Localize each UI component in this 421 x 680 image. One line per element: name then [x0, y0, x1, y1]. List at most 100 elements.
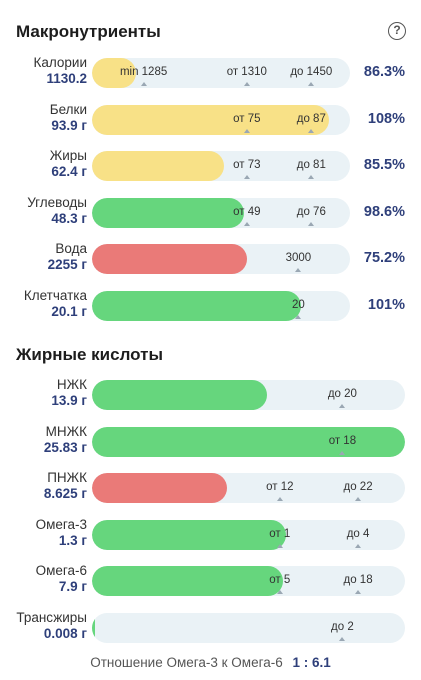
range-marker-triangle-icon	[339, 636, 346, 641]
range-marker-label: до 20	[327, 388, 357, 400]
nutrient-row[interactable]: НЖК 13.9 г до 20	[0, 377, 421, 417]
nutrient-label: ПНЖК 8.625 г	[0, 470, 87, 502]
percent-of-norm: 86.3%	[363, 64, 405, 80]
nutrient-value: 7.9 г	[58, 579, 87, 594]
nutrient-label: Омега-3 1.3 г	[0, 517, 87, 549]
nutrient-label: Калории 1130.2	[0, 55, 88, 87]
omega-ratio: Отношение Омега-3 к Омега-6 1 : 6.1	[0, 655, 421, 670]
progress-fill	[92, 244, 247, 274]
omega-ratio-value: 1 : 6.1	[292, 655, 331, 670]
range-marker-label: от 49	[233, 205, 261, 218]
nutrient-label: Трансжиры 0.008 г	[0, 610, 87, 642]
progress-fill	[92, 197, 245, 228]
progress-track: от 75 до 87	[92, 104, 350, 135]
nutrient-value: 20.1 г	[51, 303, 87, 319]
nutrient-name: Омега-3	[35, 516, 87, 532]
progress-track: min 1285 от 1310 до 1450	[92, 58, 350, 88]
progress-track: от 18	[92, 426, 405, 457]
percent-of-norm: 75.2%	[363, 250, 405, 266]
range-marker-label: от 1	[269, 527, 291, 540]
range-marker-triangle-icon	[339, 404, 346, 408]
nutrient-row[interactable]: Омега-6 7.9 г от 5 до 18	[0, 563, 421, 603]
range-marker-triangle-icon	[355, 543, 362, 548]
progress-track: от 73 до 81	[92, 151, 350, 181]
progress-track: от 49 до 76	[92, 197, 350, 228]
progress-fill	[92, 473, 227, 503]
nutrient-row[interactable]: Углеводы 48.3 г от 49 до 76 98.6%	[0, 195, 421, 235]
range-marker-triangle-icon	[276, 543, 283, 548]
nutrient-name: Жиры	[49, 148, 87, 163]
omega-ratio-label: Отношение Омега-3 к Омега-6	[90, 655, 283, 670]
nutrient-row[interactable]: Жиры 62.4 г от 73 до 81 85.5%	[0, 148, 421, 188]
nutrient-label: Омега-6 7.9 г	[0, 563, 87, 595]
nutrient-value: 93.9 г	[51, 117, 87, 133]
percent-of-norm: 98.6%	[363, 203, 405, 220]
range-marker-triangle-icon	[243, 175, 250, 179]
nutrient-label: Вода 2255 г	[0, 241, 87, 273]
range-marker-label: до 18	[343, 574, 373, 586]
progress-fill	[92, 290, 301, 321]
nutrient-value: 1130.2	[46, 71, 87, 86]
progress-fill	[92, 612, 95, 643]
progress-track: 20	[92, 290, 350, 321]
range-marker-label: от 75	[233, 112, 261, 125]
range-marker-label: до 22	[343, 481, 373, 493]
range-marker-triangle-icon	[308, 221, 315, 226]
nutrient-name: МНЖК	[45, 423, 87, 439]
nutrient-label: Жиры 62.4 г	[0, 148, 87, 180]
nutrient-label: МНЖК 25.83 г	[0, 424, 87, 456]
nutrient-row[interactable]: Омега-3 1.3 г от 1 до 4	[0, 517, 421, 557]
nutrient-name: Вода	[55, 241, 87, 256]
nutrient-row[interactable]: Калории 1130.2 min 1285 от 1310 до 1450 86.3%	[0, 55, 421, 95]
nutrient-name: Белки	[49, 101, 87, 117]
progress-track: от 1 до 4	[92, 519, 405, 550]
range-marker-triangle-icon	[276, 497, 283, 501]
nutrient-value: 62.4 г	[51, 164, 87, 179]
progress-fill	[92, 380, 268, 410]
progress-fill	[92, 566, 283, 596]
progress-track: от 5 до 18	[92, 566, 405, 596]
nutrient-name: ПНЖК	[47, 470, 87, 485]
range-marker-triangle-icon	[295, 314, 302, 319]
progress-fill	[92, 58, 137, 88]
percent-of-norm: 101%	[367, 296, 405, 313]
range-marker-triangle-icon	[276, 590, 283, 594]
range-marker-label: min 1285	[119, 66, 168, 78]
range-marker-triangle-icon	[308, 82, 315, 86]
range-marker-triangle-icon	[339, 450, 346, 455]
range-marker-label: от 73	[233, 159, 261, 171]
progress-fill	[92, 426, 405, 457]
progress-track: 3000	[92, 244, 350, 274]
percent-of-norm: 85.5%	[363, 157, 405, 173]
nutrient-value: 1.3 г	[58, 532, 87, 548]
nutrient-label: Углеводы 48.3 г	[0, 195, 87, 227]
nutrient-value: 13.9 г	[51, 393, 87, 408]
help-icon[interactable]: ?	[388, 22, 406, 40]
nutrient-label: Белки 93.9 г	[0, 102, 87, 134]
range-marker-triangle-icon	[243, 82, 250, 86]
progress-track: до 2	[92, 612, 405, 643]
nutrient-row[interactable]: Белки 93.9 г от 75 до 87 108%	[0, 102, 421, 142]
range-marker-label: от 18	[328, 434, 357, 447]
progress-track: от 12 до 22	[92, 473, 405, 503]
nutrient-row[interactable]: Клетчатка 20.1 г 20 101%	[0, 288, 421, 328]
nutrient-value: 8.625 г	[43, 486, 87, 501]
range-marker-triangle-icon	[295, 268, 302, 272]
nutrient-row[interactable]: Вода 2255 г 3000 75.2%	[0, 241, 421, 281]
nutrient-row[interactable]: ПНЖК 8.625 г от 12 до 22	[0, 470, 421, 510]
range-marker-label: до 4	[346, 527, 370, 540]
nutrient-row[interactable]: Трансжиры 0.008 г до 2	[0, 610, 421, 650]
nutrient-label: НЖК 13.9 г	[0, 377, 87, 409]
nutrient-value: 48.3 г	[51, 210, 87, 226]
nutrient-value: 0.008 г	[43, 625, 87, 641]
range-marker-triangle-icon	[308, 175, 315, 179]
range-marker-label: до 76	[296, 205, 326, 218]
nutrient-name: Клетчатка	[23, 287, 87, 303]
range-marker-label: до 2	[331, 620, 354, 633]
range-marker-label: до 87	[296, 112, 326, 125]
nutrient-row[interactable]: МНЖК 25.83 г от 18	[0, 424, 421, 464]
range-marker-label: до 1450	[290, 66, 333, 78]
range-marker-label: 3000	[285, 252, 312, 264]
range-marker-label: 20	[291, 298, 305, 311]
fatty-acids-title: Жирные кислоты	[16, 345, 163, 364]
